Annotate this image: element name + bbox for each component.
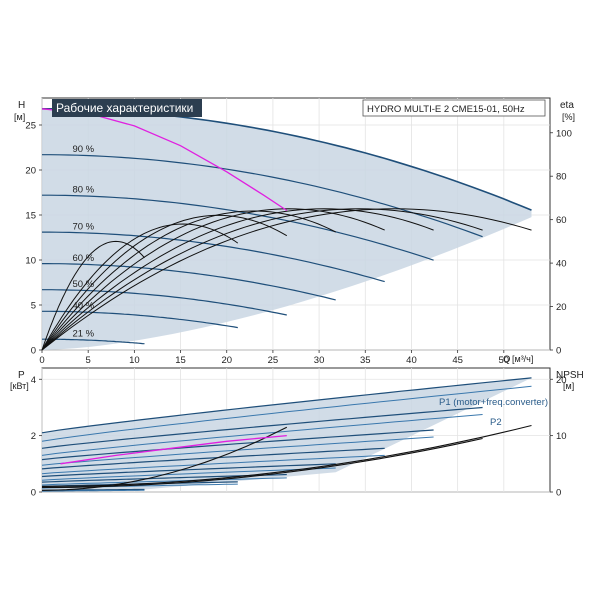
p1-curve — [41, 463, 336, 478]
p1-curve — [41, 377, 532, 434]
y-right-tick-label: 0 — [556, 346, 561, 357]
efficiency-curves — [41, 208, 532, 351]
p2-curve — [41, 467, 336, 481]
p2-curve — [41, 489, 145, 492]
efficiency-curve — [41, 223, 239, 351]
x-unit: [м³/ч] — [512, 354, 533, 364]
series-label-p1: P1 (motor+freq.converter) — [439, 397, 548, 408]
y-right-tick-label: 80 — [556, 172, 567, 183]
efficiency-curve — [41, 208, 385, 351]
x-tick-label: 10 — [129, 355, 140, 366]
y-left-tick-labels: 0 5 10 15 20 25 — [25, 121, 42, 357]
bottom-y-right-tick-labels: 0 10 20 — [550, 375, 567, 499]
y-right-label: eta — [560, 100, 574, 111]
y-right-tick-label: 40 — [556, 259, 567, 270]
p-tick-label: 2 — [31, 431, 36, 442]
y-right-unit: [%] — [562, 112, 575, 122]
y-left-tick-label: 20 — [25, 166, 36, 177]
npsh-curve — [41, 424, 532, 487]
x-tick-label: 45 — [452, 355, 463, 366]
y-right-tick-label: 60 — [556, 215, 567, 226]
p2-curve — [41, 385, 532, 442]
y-left-tick-label: 0 — [31, 346, 36, 357]
x-tick-label: 35 — [360, 355, 371, 366]
bottom-y-left-tick-labels: 0 2 4 — [31, 375, 42, 499]
speed-label: 80 % — [72, 185, 94, 196]
power-envelope-p1 — [42, 377, 532, 491]
speed-curve-40 — [42, 310, 238, 329]
x-tick-label: 20 — [221, 355, 232, 366]
series-label-p2: P2 — [490, 417, 502, 428]
npsh-tick-label: 0 — [556, 488, 561, 499]
top-chart: 100 %90 %80 %70 %60 %50 %40 %21 % 051015… — [14, 97, 575, 366]
y-left-unit: [м] — [14, 112, 25, 122]
p-tick-label: 0 — [31, 488, 36, 499]
efficiency-curve — [41, 208, 483, 351]
model-box — [362, 99, 546, 117]
x-label: Q — [503, 354, 510, 365]
p2-curve — [41, 477, 287, 486]
speed-curve-90 — [42, 154, 483, 238]
p1-curve — [41, 429, 434, 461]
npsh-unit: [м] — [563, 381, 574, 391]
y-left-tick-label: 5 — [31, 301, 36, 312]
speed-label: 50 % — [72, 279, 94, 290]
p2-curve — [41, 414, 483, 456]
operating-envelope — [42, 108, 532, 350]
y-left-tick-label: 10 — [25, 256, 36, 267]
npsh-label: NPSH — [556, 370, 584, 381]
x-tick-label: 5 — [86, 355, 91, 366]
speed-curve-50 — [42, 289, 287, 316]
chart-title: Рабочие характеристики — [56, 101, 193, 115]
y-right-tick-label: 100 — [556, 128, 572, 139]
npsh-tick-label: 20 — [556, 375, 567, 386]
npsh-curve — [41, 426, 288, 491]
x-tick-labels: 0 5 10 15 20 25 30 35 40 45 50 — [39, 350, 509, 366]
npsh-curves — [41, 424, 532, 491]
x-tick-label: 25 — [268, 355, 279, 366]
npsh-curve — [41, 437, 483, 489]
p-label: P — [18, 370, 25, 381]
power-duty-curve — [60, 434, 287, 465]
x-tick-label: 15 — [175, 355, 186, 366]
efficiency-curve — [41, 208, 434, 351]
y-left-tick-label: 25 — [25, 121, 36, 132]
bottom-chart: 0 2 4 0 10 20 P [кВт] NPSH [м] P1 (motor+fre… — [10, 367, 584, 499]
speed-label: 60 % — [72, 253, 94, 264]
p1-curve — [41, 447, 385, 470]
p-tick-label: 4 — [31, 375, 36, 386]
efficiency-curve — [41, 208, 532, 351]
x-tick-label: 40 — [406, 355, 417, 366]
speed-label: 40 % — [72, 301, 94, 312]
speed-curve-21 — [42, 338, 145, 345]
speed-label: 70 % — [72, 221, 94, 232]
p2-curve — [41, 454, 385, 475]
efficiency-curve — [41, 240, 145, 351]
speed-curve-60 — [42, 263, 336, 301]
x-tick-label: 30 — [314, 355, 325, 366]
efficiency-curve — [41, 214, 288, 351]
y-right-tick-labels: 0 20 40 60 80 100 — [550, 128, 572, 357]
y-right-tick-label: 20 — [556, 302, 567, 313]
y-left-label: H — [18, 100, 25, 111]
x-tick-label: 50 — [499, 355, 510, 366]
y-left-tick-label: 15 — [25, 211, 36, 222]
p-unit: [кВт] — [10, 381, 29, 391]
speed-label: 90 % — [72, 144, 94, 155]
title-background — [52, 99, 202, 117]
model-label: HYDRO MULTI-E 2 CME15-01, 50Hz — [367, 104, 525, 115]
speed-curve-70 — [42, 231, 385, 283]
npsh-tick-label: 10 — [556, 431, 567, 442]
p1-curve — [41, 406, 483, 449]
x-tick-label: 0 — [39, 355, 44, 366]
speed-label: 21 % — [72, 329, 94, 340]
